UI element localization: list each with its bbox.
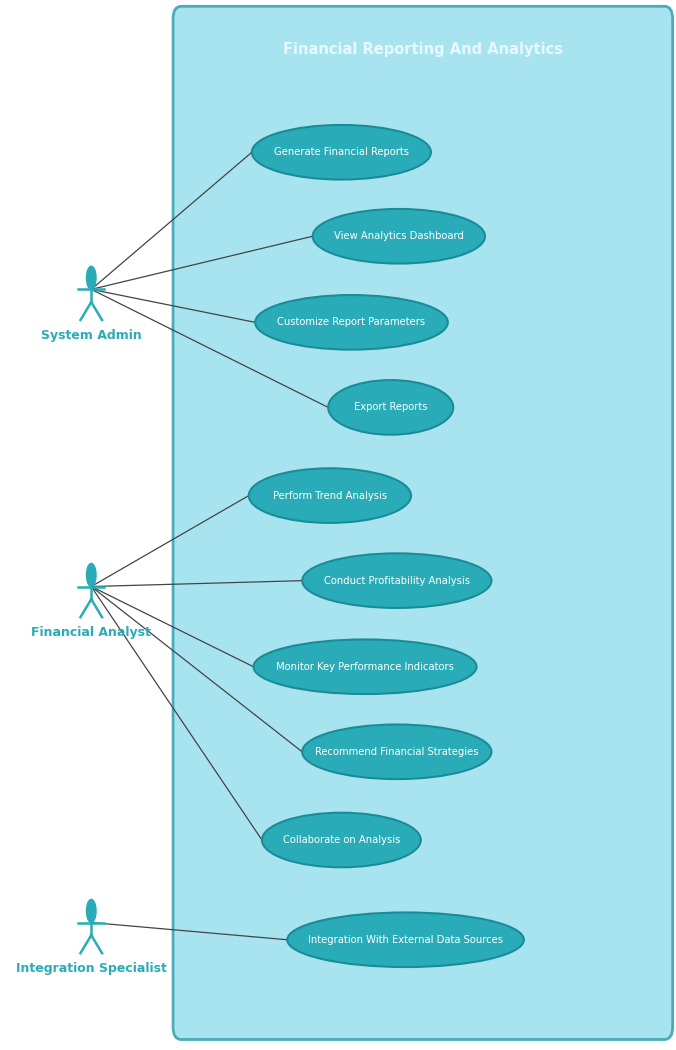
Ellipse shape <box>302 553 491 608</box>
Text: Integration With External Data Sources: Integration With External Data Sources <box>308 934 503 945</box>
Ellipse shape <box>312 209 485 264</box>
Text: Conduct Profitability Analysis: Conduct Profitability Analysis <box>324 575 470 586</box>
Text: Recommend Financial Strategies: Recommend Financial Strategies <box>315 747 479 757</box>
Text: Monitor Key Performance Indicators: Monitor Key Performance Indicators <box>276 662 454 672</box>
FancyBboxPatch shape <box>173 6 673 1040</box>
Text: View Analytics Dashboard: View Analytics Dashboard <box>334 231 464 242</box>
Ellipse shape <box>87 900 96 923</box>
Ellipse shape <box>262 813 420 867</box>
Text: Financial Reporting And Analytics: Financial Reporting And Analytics <box>283 42 563 57</box>
Ellipse shape <box>256 295 448 350</box>
Ellipse shape <box>87 267 96 290</box>
Text: Financial Analyst: Financial Analyst <box>31 626 151 638</box>
Text: Integration Specialist: Integration Specialist <box>16 962 167 974</box>
Ellipse shape <box>251 125 431 180</box>
Text: Perform Trend Analysis: Perform Trend Analysis <box>273 490 387 501</box>
Text: Generate Financial Reports: Generate Financial Reports <box>274 147 409 157</box>
Ellipse shape <box>249 468 411 523</box>
Ellipse shape <box>287 912 524 967</box>
Text: Customize Report Parameters: Customize Report Parameters <box>277 317 426 328</box>
Text: System Admin: System Admin <box>41 329 142 341</box>
Text: Collaborate on Analysis: Collaborate on Analysis <box>283 835 400 845</box>
Ellipse shape <box>87 564 96 587</box>
Text: Export Reports: Export Reports <box>354 402 427 413</box>
Ellipse shape <box>302 724 491 779</box>
Ellipse shape <box>254 639 477 694</box>
Ellipse shape <box>328 380 453 435</box>
